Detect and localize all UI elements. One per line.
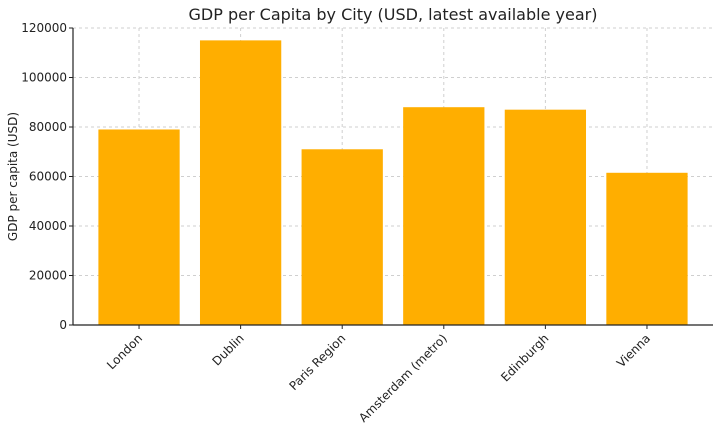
bars bbox=[98, 40, 688, 325]
x-ticks: London Dublin Paris Region Amsterdam (metro… bbox=[104, 325, 653, 425]
x-tick-label: Edinburgh bbox=[498, 331, 551, 384]
y-tick-label: 40000 bbox=[29, 219, 67, 233]
y-axis-label: GDP per capita (USD) bbox=[6, 112, 20, 241]
y-tick-label: 60000 bbox=[29, 170, 67, 184]
y-ticks: 0 20000 40000 60000 80000 100000 120000 bbox=[21, 21, 73, 332]
bar-dublin bbox=[199, 40, 282, 325]
bar-vienna bbox=[606, 172, 688, 325]
y-tick-label: 0 bbox=[59, 318, 67, 332]
x-tick-label: Amsterdam (metro) bbox=[356, 331, 450, 425]
bar-paris-region bbox=[301, 149, 383, 325]
y-tick-label: 20000 bbox=[29, 269, 67, 283]
y-tick-label: 100000 bbox=[21, 71, 67, 85]
bar-edinburgh bbox=[504, 109, 587, 325]
x-tick-label: Paris Region bbox=[286, 331, 348, 393]
x-tick-label: Vienna bbox=[614, 331, 653, 370]
chart-title: GDP per Capita by City (USD, latest avai… bbox=[189, 5, 598, 24]
y-tick-label: 80000 bbox=[29, 120, 67, 134]
x-tick-label: London bbox=[104, 331, 145, 372]
bar-amsterdam-metro bbox=[403, 107, 485, 325]
x-tick-label: Dublin bbox=[209, 331, 246, 368]
bar-london bbox=[98, 129, 180, 325]
y-tick-label: 120000 bbox=[21, 21, 67, 35]
